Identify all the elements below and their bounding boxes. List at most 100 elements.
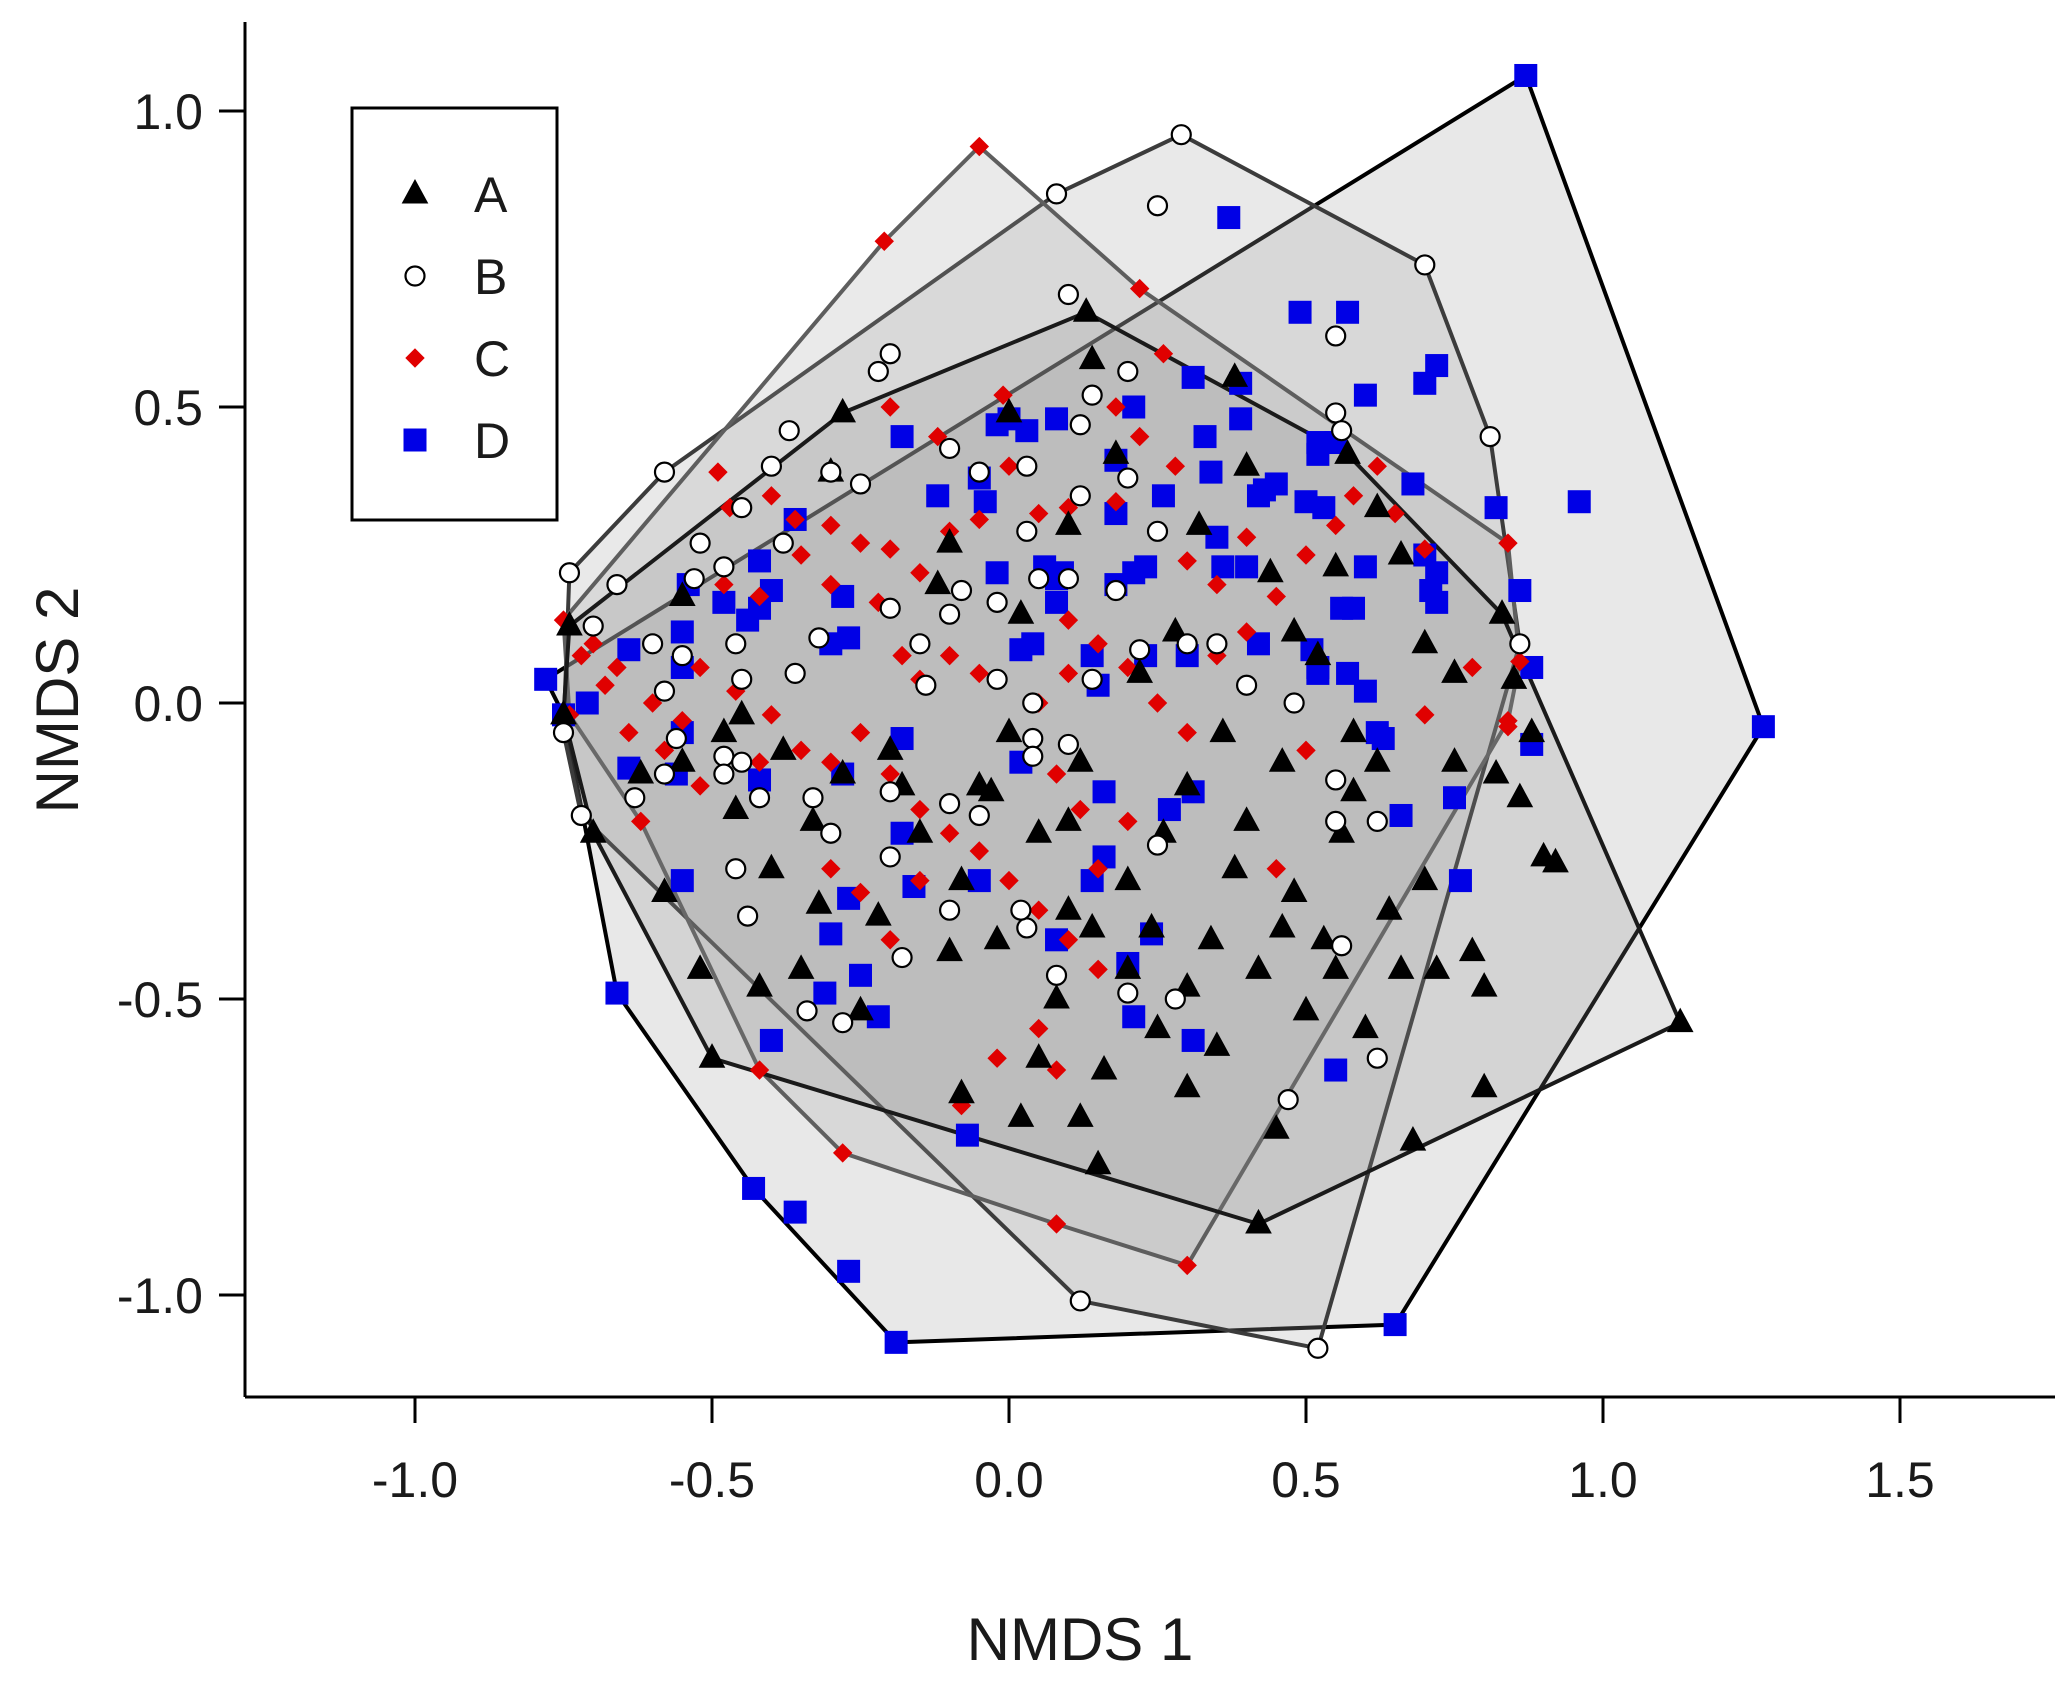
point-a: [1078, 912, 1106, 938]
point-b: [909, 633, 931, 655]
point-a: [936, 936, 963, 962]
point-d: [1009, 638, 1033, 662]
point-a: [1387, 539, 1415, 565]
point-b: [820, 822, 842, 844]
point-c: [1367, 456, 1387, 476]
point-d: [1205, 525, 1229, 549]
point-d: [1448, 869, 1472, 893]
point-b: [1022, 692, 1044, 714]
point-b: [1366, 810, 1388, 833]
point-a: [722, 794, 750, 820]
point-a: [1072, 297, 1100, 322]
point-c: [1415, 539, 1435, 559]
x-tick-label: 0.5: [1271, 1452, 1341, 1508]
point-b: [1117, 982, 1139, 1004]
point-d: [1134, 555, 1158, 579]
point-a: [1209, 717, 1237, 743]
point-c: [785, 509, 805, 530]
legend-marker-b: [404, 265, 426, 287]
point-a: [1488, 599, 1516, 624]
point-d: [1342, 596, 1366, 620]
point-b: [1146, 520, 1169, 542]
point-c: [1462, 657, 1483, 678]
point-a: [1280, 616, 1308, 642]
point-c: [1046, 764, 1067, 784]
point-b: [1022, 727, 1044, 750]
point-c: [749, 586, 770, 607]
y-ticks: -1.0 -0.5 0.0 0.5 1.0: [117, 84, 245, 1324]
point-b: [1164, 988, 1186, 1010]
point-b: [832, 1012, 854, 1034]
point-b: [689, 532, 711, 554]
x-tick-label: 1.0: [1568, 1452, 1638, 1508]
point-a: [1411, 865, 1439, 891]
point-c: [791, 545, 811, 565]
point-b: [950, 579, 973, 602]
point-c: [1207, 574, 1227, 595]
point-a: [769, 735, 797, 760]
point-d: [742, 1176, 766, 1200]
point-d: [670, 869, 694, 893]
point-b: [784, 662, 806, 685]
point-c: [1046, 1214, 1067, 1234]
point-a: [1025, 1043, 1053, 1068]
point-a: [1262, 1114, 1290, 1139]
point-d: [1306, 431, 1330, 455]
point-a: [1066, 1102, 1094, 1127]
point-c: [1129, 426, 1150, 447]
point-b: [1283, 692, 1305, 714]
point-a: [1055, 895, 1082, 920]
point-c: [1165, 456, 1186, 476]
point-a: [686, 954, 714, 979]
point-c: [714, 574, 734, 595]
point-c: [987, 1048, 1007, 1068]
point-b: [802, 787, 824, 809]
x-tick-label: -0.5: [669, 1452, 755, 1508]
point-c: [583, 634, 603, 654]
point-d: [605, 981, 629, 1005]
legend-box: [350, 106, 559, 522]
point-a: [1144, 1013, 1171, 1039]
point-b: [582, 615, 604, 637]
y-axis-title: NMDS 2: [24, 587, 91, 814]
point-d: [534, 667, 558, 691]
point-a: [1173, 770, 1201, 796]
point-d: [1264, 472, 1288, 496]
point-d: [1514, 63, 1538, 87]
point-a: [1470, 1072, 1498, 1098]
point-a: [948, 865, 975, 891]
point-b: [849, 473, 872, 495]
point-c: [910, 870, 930, 891]
x-axis-title: NMDS 1: [967, 1606, 1194, 1673]
point-b: [1016, 455, 1038, 477]
point-b: [1146, 195, 1169, 217]
point-c: [880, 397, 900, 417]
point-b: [1081, 384, 1103, 406]
point-a: [1506, 782, 1534, 808]
series-b-points: [552, 124, 1531, 1359]
point-c: [910, 563, 930, 583]
legend-label-d: D: [474, 413, 510, 469]
point-b: [1069, 414, 1091, 436]
point-c: [1147, 693, 1168, 713]
point-a: [1114, 865, 1142, 891]
point-b: [796, 1000, 818, 1022]
point-c: [850, 882, 871, 903]
point-b: [570, 804, 592, 827]
point-a: [1423, 954, 1451, 979]
point-d: [1229, 407, 1253, 431]
point-c: [1177, 722, 1197, 743]
point-c: [999, 456, 1019, 476]
point-b: [1010, 899, 1032, 921]
point-a: [1221, 362, 1249, 387]
point-d: [575, 691, 599, 715]
point-b: [1325, 769, 1347, 791]
point-d: [1211, 555, 1235, 579]
point-d: [1193, 425, 1217, 449]
point-a: [1245, 1208, 1272, 1234]
point-d: [1443, 786, 1466, 810]
point-b: [683, 568, 705, 590]
point-d: [748, 549, 772, 573]
point-a: [1268, 912, 1296, 938]
point-a: [1055, 806, 1082, 831]
